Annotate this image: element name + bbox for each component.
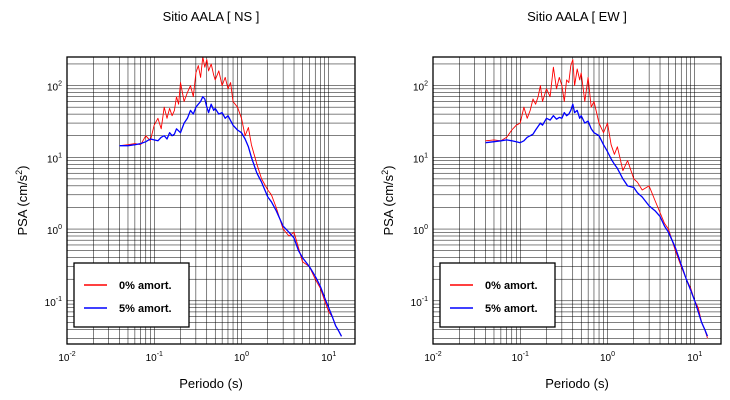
x-axis-label: Periodo (s) xyxy=(545,376,609,391)
x-tick-label: 10-2 xyxy=(58,351,75,364)
x-tick-label: 101 xyxy=(321,351,336,364)
chart-panel-1: Sitio AALA [ EW ] 10-2 10-1 100 101 10-1 100 10… xyxy=(380,9,722,391)
y-tick-label: 102 xyxy=(413,81,428,94)
x-tick-label: 101 xyxy=(687,351,702,364)
x-axis-label: Periodo (s) xyxy=(179,376,243,391)
legend-label: 0% amort. xyxy=(485,280,538,292)
legend: 0% amort. 5% amort. xyxy=(73,262,190,328)
series-line-damped xyxy=(119,96,343,337)
x-tick-label: 100 xyxy=(600,351,615,364)
chart-panel-0: Sitio AALA [ NS ] 10-2 10-1 100 101 10-1 100 10… xyxy=(14,9,356,391)
x-tick-label: 10-2 xyxy=(424,351,441,364)
y-tick-label: 10-1 xyxy=(45,296,62,309)
y-tick-label: 101 xyxy=(47,152,62,165)
series-group xyxy=(485,59,709,339)
plot-frame xyxy=(66,56,356,345)
legend: 0% amort. 5% amort. xyxy=(439,262,556,328)
legend-box xyxy=(73,262,190,328)
series-line-damped xyxy=(485,103,709,337)
y-tick-label: 101 xyxy=(413,152,428,165)
plot-frame xyxy=(432,56,722,345)
y-tick-label: 10-1 xyxy=(411,296,428,309)
chart-title: Sitio AALA [ NS ] xyxy=(163,9,260,24)
x-tick-label: 10-1 xyxy=(146,351,163,364)
legend-box xyxy=(439,262,556,328)
legend-label: 0% amort. xyxy=(119,280,172,292)
series-line-undamped xyxy=(485,59,708,339)
x-tick-label: 100 xyxy=(234,351,249,364)
y-tick-label: 102 xyxy=(47,81,62,94)
grid xyxy=(432,57,722,344)
y-axis-label: PSA (cm/s2) xyxy=(380,165,396,235)
x-tick-label: 10-1 xyxy=(512,351,529,364)
y-tick-label: 100 xyxy=(47,224,62,237)
series-group xyxy=(119,57,343,337)
legend-label: 5% amort. xyxy=(485,303,538,315)
grid xyxy=(66,57,356,344)
chart-title: Sitio AALA [ EW ] xyxy=(527,9,627,24)
legend-label: 5% amort. xyxy=(119,303,172,315)
y-axis-label: PSA (cm/s2) xyxy=(14,165,30,235)
y-tick-label: 100 xyxy=(413,224,428,237)
series-line-undamped xyxy=(119,57,342,337)
